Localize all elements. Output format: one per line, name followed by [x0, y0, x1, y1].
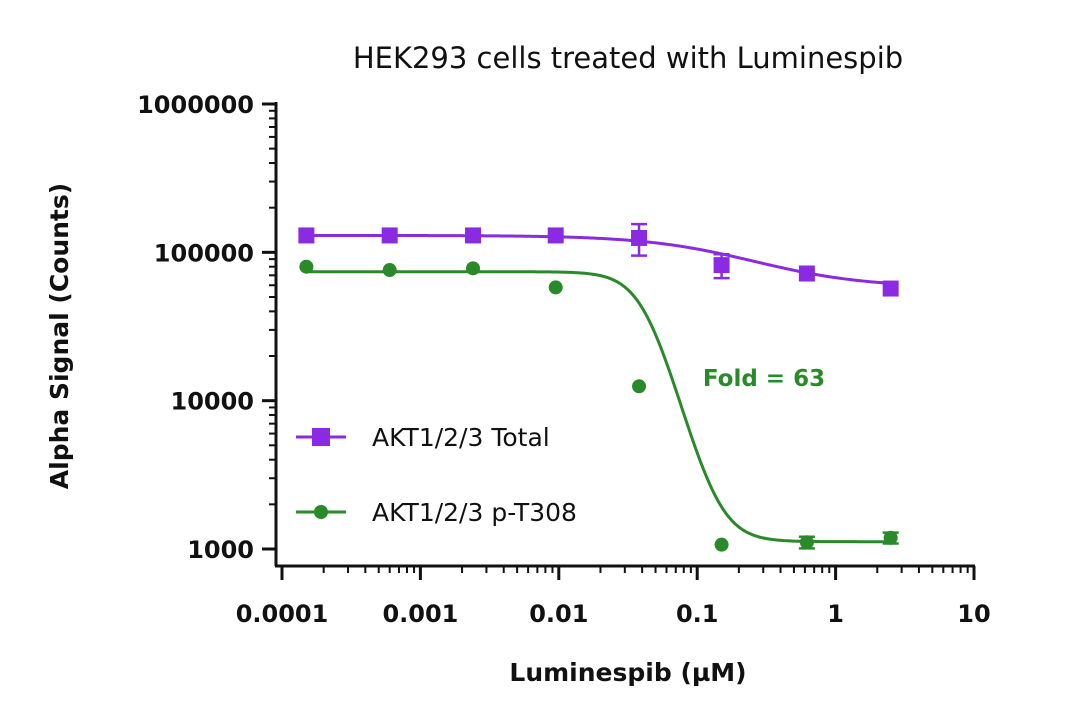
- fit-curve-1: [306, 270, 891, 544]
- fit-curve-0: [306, 233, 891, 285]
- data-point-total: [798, 265, 815, 282]
- data-point-pt308: [714, 537, 729, 552]
- legend: AKT1/2/3 Total AKT1/2/3 p-T308: [296, 423, 577, 527]
- data-point-pt308: [466, 261, 481, 276]
- data-point-pt308: [382, 263, 397, 278]
- data-point-total: [465, 227, 482, 244]
- data-points: [298, 222, 899, 552]
- data-point-total: [713, 257, 730, 274]
- x-tick-label: 0.01: [529, 600, 588, 628]
- legend-marker-total: [312, 428, 330, 446]
- legend-item-total: AKT1/2/3 Total: [296, 423, 550, 452]
- data-point-pt308: [548, 280, 563, 295]
- data-point-pt308: [632, 379, 647, 394]
- data-point-pt308: [883, 530, 898, 545]
- data-point-pt308: [299, 259, 314, 274]
- data-point-total: [381, 227, 398, 244]
- data-point-total: [631, 229, 648, 246]
- fit-curves: [306, 233, 891, 544]
- data-point-pt308: [799, 535, 814, 550]
- y-tick-label: 1000000: [137, 91, 254, 119]
- y-axis-label: Alpha Signal (Counts): [45, 183, 74, 489]
- fold-annotation: Fold = 63: [703, 366, 825, 392]
- x-tick-label: 1: [827, 600, 844, 628]
- legend-label-pt308: AKT1/2/3 p-T308: [372, 498, 577, 527]
- data-point-total: [298, 227, 315, 244]
- legend-item-pt308: AKT1/2/3 p-T308: [296, 498, 577, 527]
- x-tick-label: 0.1: [676, 600, 719, 628]
- y-tick-label: 1000: [187, 536, 254, 564]
- x-axis-label: Luminespib (µM): [509, 658, 746, 687]
- x-tick-label: 0.001: [382, 600, 458, 628]
- x-tick-label: 10: [957, 600, 990, 628]
- data-point-total: [547, 227, 564, 244]
- chart-title: HEK293 cells treated with Luminespib: [353, 41, 903, 75]
- y-tick-label: 100000: [154, 239, 254, 267]
- legend-marker-pt308: [314, 505, 328, 519]
- y-tick-label: 10000: [171, 388, 255, 416]
- data-point-total: [882, 280, 899, 297]
- x-tick-label: 0.0001: [236, 600, 329, 628]
- axes: 1000 10000 100000 1000000 0.0001 0.001 0.01 0.1…: [137, 91, 991, 628]
- legend-label-total: AKT1/2/3 Total: [372, 423, 550, 452]
